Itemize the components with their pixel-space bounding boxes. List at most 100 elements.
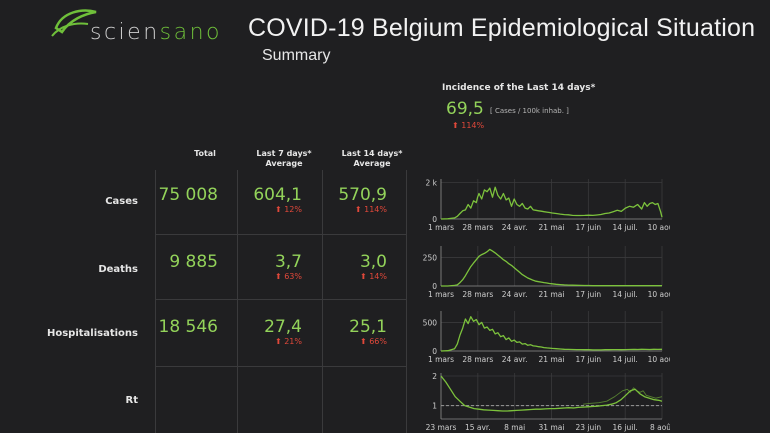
column-header-last14: Last 14 days* Average [333,149,411,169]
hospitalisations-avg14: 25,1 [349,317,387,337]
x-tick-label: 17 juin [576,290,602,299]
hospitalisations-change7: ⬆ 21% [230,337,302,346]
page-title: COVID-19 Belgium Epidemiological Situati… [248,14,756,42]
x-tick-label: 21 mai [539,223,565,232]
column-header-last7-line1: Last 7 days* [256,149,312,158]
brand-name: sciensano [90,20,222,45]
x-tick-label: 17 juin [576,355,602,364]
x-tick-label: 10 août [648,355,670,364]
x-tick-label: 21 mai [539,355,565,364]
y-tick-label: 1 [432,402,437,411]
cases-avg7: 604,1 [253,185,302,205]
grid-divider [155,366,407,367]
x-tick-label: 14 juil. [613,290,638,299]
up-arrow-icon: ⬆ [274,272,282,281]
y-tick-label: 250 [423,253,438,262]
up-arrow-icon: ⬆ [274,205,282,214]
x-tick-label: 21 mai [539,290,565,299]
series-line [441,248,662,287]
x-tick-label: 28 mars [462,355,493,364]
incidence-title: Incidence of the Last 14 days* [442,83,596,93]
x-tick-label: 14 juil. [613,355,638,364]
column-header-last7-line2: Average [265,159,303,168]
row-label-cases: Cases [105,196,138,207]
deaths-chart: 1 mars 28 mars 24 avr. 21 mai 17 juin 14 juil… [423,246,670,299]
x-tick-label: 24 avr. [502,223,528,232]
cases-avg14: 570,9 [338,185,387,205]
deaths-change14: ⬆ 14% [315,272,387,281]
x-tick-label: 28 mars [462,223,493,232]
incidence-change-value: 114% [461,121,485,130]
grid-divider [155,234,407,235]
x-tick-label: 8 mai [504,423,525,432]
grid-divider [237,170,238,433]
row-label-deaths: Deaths [98,264,138,275]
series-line [440,316,663,352]
column-header-last14-line2: Average [353,159,391,168]
series-line [583,387,663,405]
deaths-total: 9 885 [169,252,218,272]
sciensano-logo: sciensano [48,6,223,46]
grid-divider [155,299,407,300]
up-arrow-icon: ⬆ [359,272,367,281]
hospitalisations-total: 18 546 [158,317,218,337]
x-tick-label: 23 juin [576,423,602,432]
x-tick-label: 23 mars [426,423,457,432]
incidence-value: 69,5 [446,99,484,119]
leaf-icon [51,9,97,37]
series-line [440,375,663,412]
x-tick-label: 1 mars [428,355,454,364]
x-tick-label: 10 août [648,290,670,299]
x-tick-label: 31 mai [539,423,565,432]
brand-name-part1: scien [90,20,160,45]
up-arrow-icon: ⬆ [452,121,459,130]
column-header-last7: Last 7 days* Average [248,149,320,169]
x-tick-label: 17 juin [576,223,602,232]
deaths-change7: ⬆ 63% [230,272,302,281]
up-arrow-icon: ⬆ [354,205,362,214]
hospitalisations-chart: 1 mars 28 mars 24 avr. 21 mai 17 juin 14 juil… [423,311,670,364]
hospitalisations-change14-value: 66% [369,337,387,346]
y-tick-label: 2 [432,372,437,381]
y-tick-label: 0 [432,347,437,356]
cases-change7: ⬆ 12% [230,205,302,214]
x-tick-label: 10 août [648,223,670,232]
y-tick-label: 500 [423,318,438,327]
cases-chart: 1 mars 28 mars 24 avr. 21 mai 17 juin 14 juil… [426,179,671,232]
deaths-avg7: 3,7 [274,252,302,272]
cases-change7-value: 12% [284,205,302,214]
x-tick-label: 16 juil. [613,423,638,432]
hospitalisations-change7-value: 21% [284,337,302,346]
x-tick-label: 14 juil. [613,223,638,232]
x-tick-label: 24 avr. [502,355,528,364]
y-tick-label: 0 [432,282,437,291]
up-arrow-icon: ⬆ [274,337,282,346]
rt-chart: 23 mars 15 avr. 8 mai 31 mai 23 juin 16 juil.… [426,372,670,432]
brand-name-part2: sano [159,20,223,45]
x-tick-label: 1 mars [428,223,454,232]
row-label-hospitalisations: Hospitalisations [46,328,138,339]
x-tick-label: 1 mars [428,290,454,299]
deaths-change7-value: 63% [284,272,302,281]
x-tick-label: 28 mars [462,290,493,299]
incidence-change: ⬆ 114% [452,121,484,130]
column-header-total: Total [194,149,216,158]
deaths-change14-value: 14% [369,272,387,281]
up-arrow-icon: ⬆ [359,337,367,346]
grid-divider [406,170,407,433]
grid-divider [322,170,323,433]
x-tick-label: 8 août [650,423,670,432]
y-tick-label: 2 k [426,179,438,188]
hospitalisations-avg7: 27,4 [264,317,302,337]
x-tick-label: 24 avr. [502,290,528,299]
deaths-avg14: 3,0 [359,252,387,272]
row-label-rt: Rt [125,395,138,406]
page-subtitle: Summary [262,47,331,64]
x-tick-label: 15 avr. [465,423,491,432]
incidence-unit: [ Cases / 100k inhab. ] [490,107,569,115]
cases-change14-value: 114% [364,205,387,214]
cases-total: 75 008 [158,185,218,205]
series-line [440,186,663,220]
column-header-last14-line1: Last 14 days* [341,149,403,158]
y-tick-label: 0 [432,215,437,224]
